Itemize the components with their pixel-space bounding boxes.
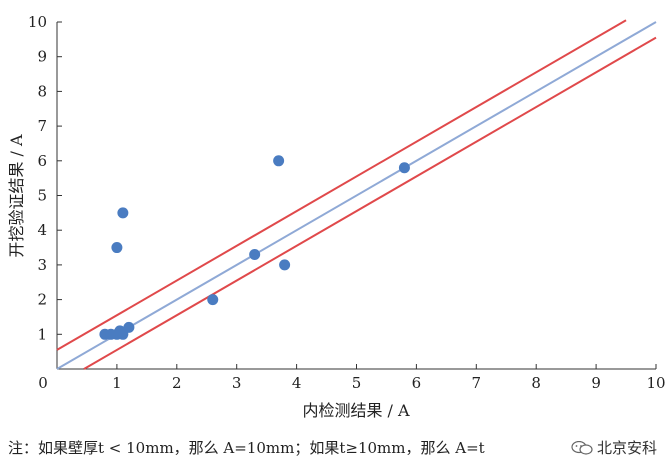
y-axis-title: 开挖验证结果 / A [7, 134, 26, 258]
y-tick-label: 4 [37, 221, 47, 239]
x-tick-label: 4 [292, 374, 302, 392]
upper-line [56, 19, 627, 351]
y-tick-label: 6 [37, 152, 47, 170]
data-point [123, 321, 135, 333]
x-tick-label: 10 [646, 374, 665, 392]
x-tick-label: 1 [112, 374, 122, 392]
tick-labels: 0 1 2 3 4 5 6 7 8 9 10 1 2 3 4 5 6 7 8 9 10 [28, 13, 666, 392]
x-axis-title: 内检测结果 / A [302, 401, 410, 420]
x-tick-label: 5 [352, 374, 362, 392]
x-tick-label: 6 [412, 374, 422, 392]
data-points [99, 155, 410, 340]
scatter-chart: 0 1 2 3 4 5 6 7 8 9 10 1 2 3 4 5 6 7 8 9 10 内检测结果 / A 开挖验证结果… [7, 13, 666, 420]
lower-line [83, 36, 657, 370]
ticks [57, 21, 657, 369]
x-tick-label: 9 [591, 374, 601, 392]
y-tick-label: 2 [37, 291, 47, 309]
data-point [398, 162, 410, 174]
y-tick-label: 10 [28, 13, 47, 31]
x-tick-label: 2 [172, 374, 182, 392]
y-tick-label: 8 [37, 82, 47, 100]
y-tick-label: 3 [37, 256, 47, 274]
x-tick-label: 7 [472, 374, 482, 392]
y-tick-label: 7 [37, 117, 47, 135]
data-point [249, 248, 261, 260]
x-tick-label: 3 [232, 374, 242, 392]
data-point [273, 155, 285, 167]
x-tick-label: 8 [531, 374, 541, 392]
reference-lines [56, 19, 657, 370]
y-tick-label: 9 [37, 48, 47, 66]
data-point [114, 325, 126, 337]
watermark-text: 北京安科 [596, 439, 657, 457]
data-point [117, 207, 129, 219]
footnote: 注：如果壁厚t < 10mm，那么 A=10mm；如果t≥10mm，那么 A=t [8, 439, 485, 457]
wechat-icon [571, 440, 593, 455]
data-point [207, 294, 219, 306]
y-tick-label: 5 [37, 187, 47, 205]
y-tick-label: 1 [37, 325, 47, 343]
data-point [111, 242, 123, 254]
x-tick-label: 0 [38, 374, 48, 392]
data-point [279, 259, 291, 271]
watermark: 北京安科 [571, 437, 657, 458]
center-line [56, 21, 657, 370]
